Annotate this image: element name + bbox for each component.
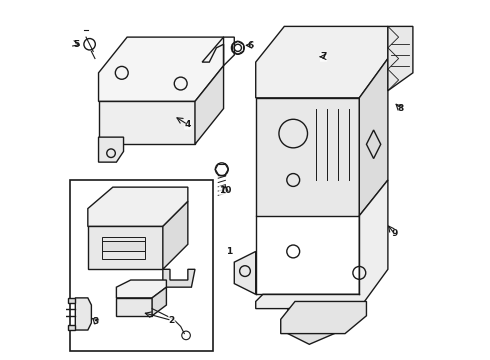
Polygon shape <box>256 26 388 98</box>
Polygon shape <box>163 269 195 287</box>
Bar <box>102 237 145 258</box>
Polygon shape <box>234 251 256 294</box>
Text: 10: 10 <box>219 186 232 195</box>
Polygon shape <box>359 59 388 216</box>
Polygon shape <box>98 102 195 144</box>
Text: 2: 2 <box>169 316 175 325</box>
Polygon shape <box>88 187 188 226</box>
Polygon shape <box>388 26 413 91</box>
Polygon shape <box>117 298 152 316</box>
Polygon shape <box>68 325 75 330</box>
Polygon shape <box>98 37 223 102</box>
Polygon shape <box>256 180 388 309</box>
Polygon shape <box>98 137 123 162</box>
Text: 5: 5 <box>74 40 79 49</box>
Polygon shape <box>152 287 167 316</box>
Polygon shape <box>75 298 92 330</box>
Polygon shape <box>163 202 188 269</box>
Polygon shape <box>68 298 75 303</box>
Text: 3: 3 <box>93 316 99 325</box>
Polygon shape <box>281 301 367 334</box>
FancyBboxPatch shape <box>70 180 213 351</box>
Polygon shape <box>256 98 359 216</box>
Polygon shape <box>288 309 334 344</box>
Text: 1: 1 <box>226 247 232 256</box>
Polygon shape <box>195 66 223 144</box>
Text: 8: 8 <box>397 104 404 113</box>
Text: 7: 7 <box>320 52 327 61</box>
Text: 4: 4 <box>185 120 191 129</box>
Text: 6: 6 <box>247 41 253 50</box>
Text: 9: 9 <box>391 229 397 238</box>
Polygon shape <box>117 280 167 298</box>
Bar <box>102 241 145 251</box>
Polygon shape <box>88 226 163 269</box>
